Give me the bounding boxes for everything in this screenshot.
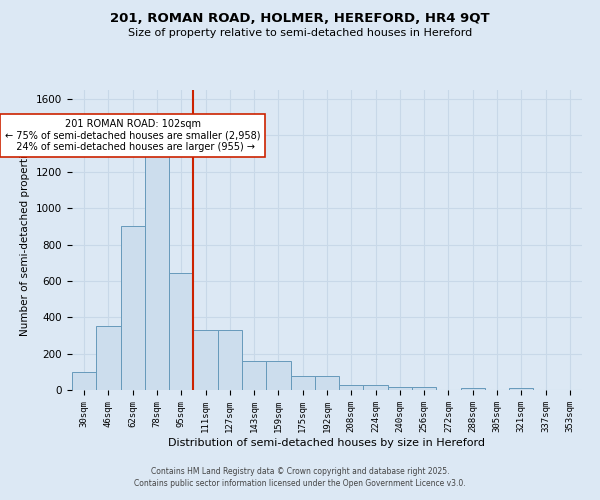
Y-axis label: Number of semi-detached properties: Number of semi-detached properties <box>20 144 31 336</box>
Text: Contains public sector information licensed under the Open Government Licence v3: Contains public sector information licen… <box>134 478 466 488</box>
Bar <box>266 361 290 390</box>
Bar <box>145 156 169 390</box>
Bar <box>218 330 242 390</box>
Bar <box>388 388 412 390</box>
Text: Size of property relative to semi-detached houses in Hereford: Size of property relative to semi-detach… <box>128 28 472 38</box>
Bar <box>412 388 436 390</box>
Bar <box>461 388 485 390</box>
Bar <box>339 384 364 390</box>
Text: Contains HM Land Registry data © Crown copyright and database right 2025.: Contains HM Land Registry data © Crown c… <box>151 467 449 476</box>
Bar <box>72 372 96 390</box>
Bar <box>290 376 315 390</box>
Text: 201, ROMAN ROAD, HOLMER, HEREFORD, HR4 9QT: 201, ROMAN ROAD, HOLMER, HEREFORD, HR4 9… <box>110 12 490 26</box>
X-axis label: Distribution of semi-detached houses by size in Hereford: Distribution of semi-detached houses by … <box>169 438 485 448</box>
Bar <box>364 384 388 390</box>
Bar <box>509 388 533 390</box>
Bar <box>242 361 266 390</box>
Bar <box>315 376 339 390</box>
Bar <box>193 330 218 390</box>
Bar <box>169 272 193 390</box>
Bar <box>96 326 121 390</box>
Text: 201 ROMAN ROAD: 102sqm
← 75% of semi-detached houses are smaller (2,958)
  24% o: 201 ROMAN ROAD: 102sqm ← 75% of semi-det… <box>5 119 260 152</box>
Bar <box>121 226 145 390</box>
